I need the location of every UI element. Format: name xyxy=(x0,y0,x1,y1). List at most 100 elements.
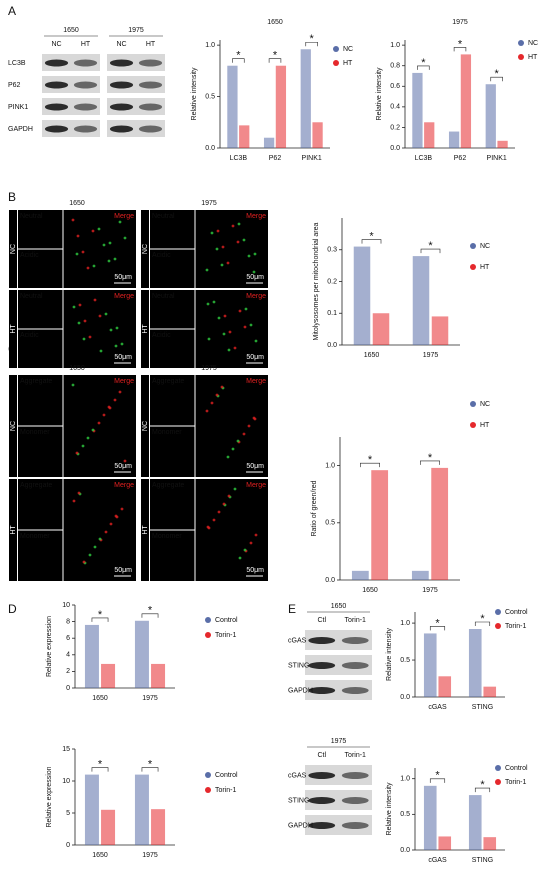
cell-signal xyxy=(107,259,111,263)
legend-label: Control xyxy=(505,765,528,772)
cell-signal xyxy=(243,325,247,329)
y-tick-label: 1.0 xyxy=(205,42,215,49)
micrograph-merge-label: Merge xyxy=(114,293,134,300)
cell-signal xyxy=(118,390,122,394)
scale-bar-label: 50μm xyxy=(114,567,132,574)
cell-signal xyxy=(71,383,75,387)
blot-band xyxy=(44,59,69,67)
cell-signal xyxy=(99,349,103,353)
significance-bracket xyxy=(360,462,380,468)
legend-label: Torin-1 xyxy=(215,787,237,794)
blot-lane-label: Torin-1 xyxy=(345,617,367,624)
legend-marker xyxy=(205,632,211,638)
blot-band xyxy=(138,125,163,133)
y-axis-label: Relative intensity xyxy=(376,67,383,120)
significance-label: * xyxy=(458,38,463,50)
bar xyxy=(448,131,460,148)
legend-marker xyxy=(470,422,476,428)
micrograph-bottom-label: Acidic xyxy=(152,252,171,259)
y-tick-label: 15 xyxy=(62,746,70,753)
x-tick-label: STING xyxy=(472,857,493,864)
cell-signal xyxy=(210,401,214,405)
significance-label: * xyxy=(428,452,433,464)
x-tick-label: LC3B xyxy=(230,155,248,162)
blot-row-label: cGAS xyxy=(288,637,307,644)
micrograph-bottom-label: Acidic xyxy=(20,332,39,339)
legend-label: HT xyxy=(480,264,490,271)
significance-label: * xyxy=(368,454,373,466)
bar xyxy=(312,122,323,148)
micrograph-row-label: NC xyxy=(142,244,149,254)
micrograph-bottom-label: Acidic xyxy=(152,332,171,339)
bar xyxy=(424,122,435,148)
x-tick-label: 1975 xyxy=(142,852,158,859)
y-tick-label: 6 xyxy=(66,635,70,642)
cell-signal xyxy=(97,227,101,231)
legend-marker xyxy=(495,779,501,785)
legend-marker xyxy=(470,264,476,270)
cell-signal xyxy=(226,261,230,265)
scale-bar-label: 50μm xyxy=(114,463,132,470)
blot-band xyxy=(138,103,163,111)
y-tick-label: 0 xyxy=(66,842,70,849)
cell-signal xyxy=(75,252,79,256)
blot-band xyxy=(44,125,69,133)
cell-signal xyxy=(93,545,97,549)
legend-label: Torin-1 xyxy=(215,632,237,639)
x-tick-label: 1650 xyxy=(92,852,108,859)
y-tick-label: 0.0 xyxy=(390,145,400,152)
bar xyxy=(423,785,437,850)
micrograph-row-label: HT xyxy=(142,324,149,334)
cell-signal xyxy=(75,451,79,455)
cell-signal xyxy=(115,326,119,330)
cell-signal xyxy=(82,560,86,564)
legend-label: Control xyxy=(505,609,528,616)
cell-signal xyxy=(205,268,209,272)
cell-signal xyxy=(236,439,240,443)
blot-band xyxy=(308,637,336,644)
blot-strip xyxy=(305,790,372,810)
row-label-bg xyxy=(9,290,17,368)
micrograph-top-label: Aggregate xyxy=(152,378,184,385)
micrograph-column-label: 1975 xyxy=(201,200,217,207)
blot-strip xyxy=(107,98,165,115)
cell-signal xyxy=(227,348,231,352)
micrograph-row-label: HT xyxy=(142,525,149,535)
cell-signal xyxy=(109,328,113,332)
cell-signal xyxy=(82,337,86,341)
cell-signal xyxy=(252,270,256,274)
cell-signal xyxy=(81,250,85,254)
scale-bar-label: 50μm xyxy=(246,354,264,361)
significance-label: * xyxy=(310,33,315,45)
cell-signal xyxy=(227,494,231,498)
blot-strip xyxy=(42,120,100,137)
row-label-bg xyxy=(9,210,17,288)
bar xyxy=(134,620,149,688)
cell-signal xyxy=(77,491,81,495)
cell-signal xyxy=(254,533,258,537)
row-label-bg xyxy=(141,210,149,288)
blot-strip xyxy=(107,76,165,93)
significance-bracket xyxy=(268,58,282,63)
cell-signal xyxy=(206,525,210,529)
micrograph-merge-label: Merge xyxy=(246,293,266,300)
cell-signal xyxy=(78,303,82,307)
y-tick-label: 2 xyxy=(66,668,70,675)
blot-strip xyxy=(305,655,372,675)
cell-signal xyxy=(91,428,95,432)
significance-bracket xyxy=(420,248,441,254)
scale-bar-label: 50μm xyxy=(246,274,264,281)
blot-column-label: 1975 xyxy=(331,738,347,745)
significance-bracket xyxy=(141,767,159,772)
bar xyxy=(412,72,423,148)
cell-signal xyxy=(72,305,76,309)
blot-column-label: 1650 xyxy=(331,603,347,610)
legend-marker xyxy=(518,54,524,60)
row-label-bg xyxy=(141,479,149,581)
y-tick-label: 0.0 xyxy=(400,847,410,854)
micrograph-row-label: HT xyxy=(10,324,17,334)
micrograph-column-label: 1975 xyxy=(201,365,217,372)
bar xyxy=(431,467,449,580)
bar xyxy=(239,125,250,148)
